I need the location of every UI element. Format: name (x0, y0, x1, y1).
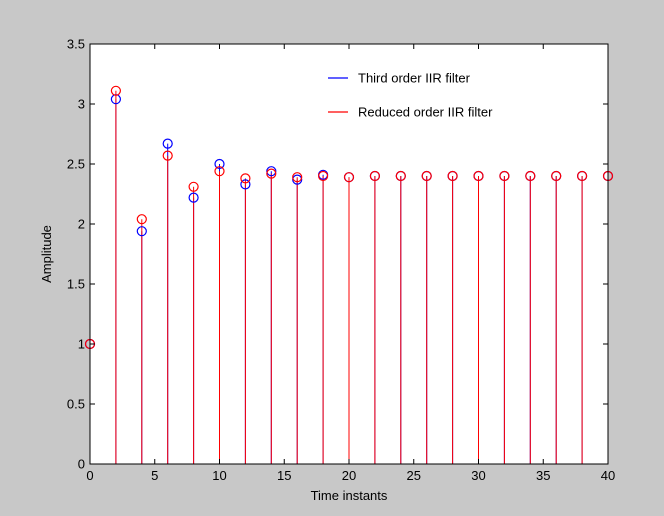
x-tick-label: 25 (407, 468, 421, 483)
x-tick-label: 0 (86, 468, 93, 483)
stem-marker-series-2 (292, 172, 303, 183)
y-tick-label: 0.5 (67, 397, 85, 412)
stem-markers (84, 85, 614, 350)
x-tick-label: 5 (151, 468, 158, 483)
stem-marker-series-2 (447, 170, 458, 182)
x-tick-label: 40 (601, 468, 615, 483)
stem-marker-series-1 (188, 192, 199, 203)
stem-marker-series-2 (525, 170, 536, 182)
y-ticks: 0 0.5 1 1.5 2 2.5 3 3.5 (67, 37, 608, 472)
stem-marker-series-2 (499, 170, 510, 182)
x-ticks: 0 5 10 15 20 25 30 35 40 (86, 44, 615, 483)
stem-marker-series-2 (240, 173, 251, 184)
legend: Third order IIR filter Reduced order IIR … (328, 71, 493, 120)
stem-marker-series-2 (369, 170, 380, 182)
stem-marker-series-2 (395, 170, 406, 182)
stem-marker-series-1 (162, 138, 173, 149)
x-tick-label: 30 (471, 468, 485, 483)
stem-marker-series-1 (240, 179, 251, 190)
stem-marker-series-2 (136, 214, 147, 225)
stem-marker-series-2 (343, 172, 355, 183)
y-tick-label: 2.5 (67, 157, 85, 172)
stem-marker-series-2 (421, 170, 432, 182)
legend-label-series-2: Reduced order IIR filter (358, 105, 493, 120)
x-tick-label: 20 (342, 468, 356, 483)
stem-marker-series-1 (110, 94, 122, 105)
stem-marker-series-2 (266, 168, 277, 179)
x-tick-label: 35 (536, 468, 550, 483)
x-tick-label: 15 (277, 468, 291, 483)
stem-marker-series-1 (292, 174, 303, 185)
legend-label-series-1: Third order IIR filter (358, 71, 471, 86)
stem-marker-series-1 (266, 166, 277, 177)
y-tick-label: 2 (78, 217, 85, 232)
y-tick-label: 3 (78, 97, 85, 112)
x-axis-label: Time instants (311, 488, 388, 503)
stem-marker-series-2 (188, 181, 199, 192)
stem-marker-series-1 (136, 226, 147, 237)
stem-marker-series-2 (576, 170, 588, 182)
stem-marker-series-2 (551, 170, 562, 182)
stem-marker-series-2 (318, 170, 329, 182)
stem-marker-series-1 (214, 158, 225, 170)
y-tick-label: 1.5 (67, 277, 85, 292)
x-tick-label: 10 (212, 468, 226, 483)
y-tick-label: 3.5 (67, 37, 85, 52)
stem-marker-series-2 (214, 166, 225, 177)
y-axis-label: Amplitude (39, 225, 54, 283)
y-tick-label: 1 (78, 337, 85, 352)
stem-marker-series-2 (162, 150, 173, 161)
stem-marker-series-2 (473, 170, 484, 182)
y-tick-label: 0 (78, 457, 85, 472)
stem-marker-series-2 (110, 85, 122, 96)
